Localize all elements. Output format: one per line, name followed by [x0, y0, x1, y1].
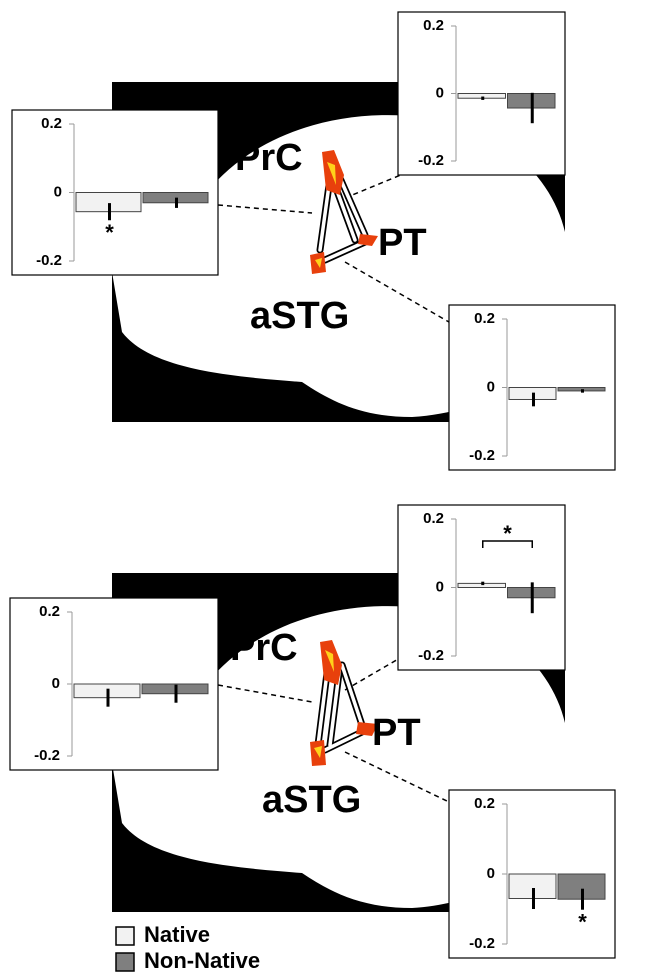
- y-tick-label: -0.2: [469, 935, 495, 952]
- y-tick-label: -0.2: [418, 647, 444, 664]
- y-tick-label: 0.2: [423, 17, 444, 34]
- activation: [358, 234, 378, 246]
- y-tick-label: -0.2: [34, 747, 60, 764]
- activation: [314, 746, 322, 758]
- annotation: *: [503, 521, 512, 546]
- activation: [356, 722, 378, 736]
- legend-label: Native: [144, 922, 210, 947]
- y-tick-label: -0.2: [36, 252, 62, 269]
- y-tick-label: 0: [487, 378, 495, 395]
- bar-chart: 0.2 0 -0.2 *: [11, 109, 219, 276]
- y-tick-label: 0.2: [39, 603, 60, 620]
- activation: [315, 258, 322, 268]
- y-tick-label: 0.2: [423, 510, 444, 527]
- connector: [344, 171, 409, 199]
- activation: [327, 162, 336, 185]
- y-tick-label: -0.2: [469, 447, 495, 464]
- region-label: aSTG: [250, 295, 349, 337]
- y-tick-label: 0: [487, 865, 495, 882]
- annotation: *: [578, 910, 587, 935]
- annotation: *: [105, 220, 114, 245]
- y-tick-label: 0: [52, 675, 60, 692]
- region-label: aSTG: [262, 779, 361, 821]
- connector: [344, 751, 450, 803]
- legend-label: Non-Native: [144, 948, 260, 973]
- charts: 0.2 0 -0.2 * 0.2 0 -0.2 0.2 0 -0.2 0.2 0 -0.2 0.2 0 -0.…: [9, 11, 616, 959]
- legend-swatch: [115, 926, 135, 946]
- y-tick-label: 0.2: [41, 115, 62, 132]
- y-tick-label: -0.2: [418, 152, 444, 169]
- connector: [217, 684, 313, 703]
- bar-chart: 0.2 0 -0.2: [9, 597, 219, 771]
- bar-chart: 0.2 0 -0.2 *: [448, 789, 616, 959]
- y-tick-label: 0.2: [474, 795, 495, 812]
- region-label: PT: [372, 712, 421, 754]
- y-tick-label: 0: [436, 578, 444, 595]
- connector: [344, 657, 401, 691]
- region-label: PT: [378, 222, 427, 264]
- y-tick-label: 0.2: [474, 310, 495, 327]
- connector: [344, 261, 450, 323]
- significance-bracket: [482, 540, 533, 548]
- y-tick-label: 0: [436, 84, 444, 101]
- y-tick-label: 0: [54, 183, 62, 200]
- activation: [325, 650, 334, 672]
- connector: [217, 204, 313, 214]
- legend-swatch: [115, 952, 135, 972]
- bar-chart: 0.2 0 -0.2 *: [397, 504, 566, 671]
- region-label: PrC: [230, 627, 298, 669]
- region-label: PrC: [235, 137, 303, 179]
- bar-chart: 0.2 0 -0.2: [397, 11, 566, 176]
- bar-chart: 0.2 0 -0.2: [448, 304, 616, 471]
